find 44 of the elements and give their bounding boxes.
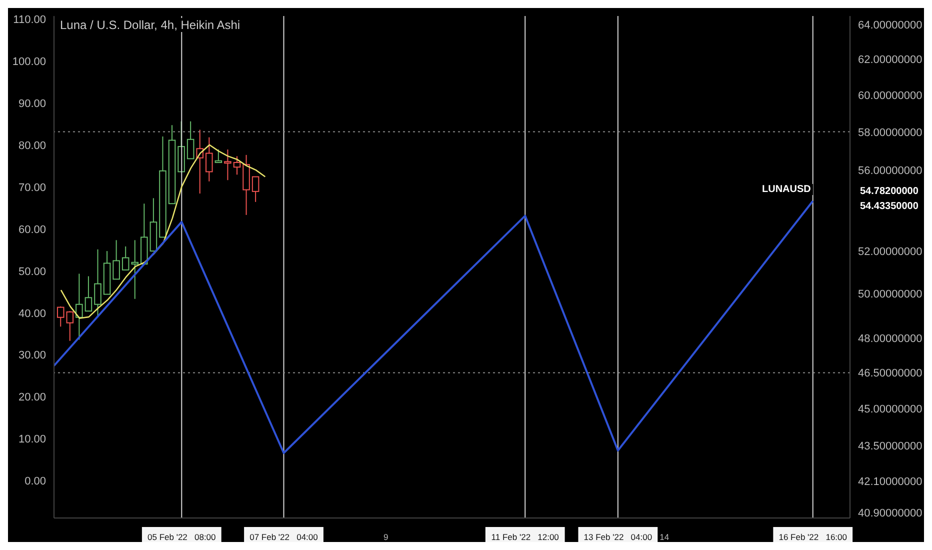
candlestick	[206, 136, 213, 182]
y-tick-label: 110.00	[13, 14, 46, 26]
candlestick	[242, 154, 250, 216]
chart-title: Luna / U.S. Dollar, 4h, Heikin Ashi	[58, 18, 242, 32]
line-series	[60, 144, 266, 319]
y-tick-label: 90.00	[18, 98, 46, 110]
text: 54.43350000	[858, 201, 920, 212]
y2-tick-label: 45.00000000	[858, 404, 922, 416]
x-tick-label: 16 Feb '22 16:00	[778, 532, 848, 542]
y2-tick-label: 43.50000000	[858, 440, 922, 452]
candlestick	[76, 273, 83, 340]
annotation: LUNAUSD	[760, 184, 813, 195]
x-tick-label: 13 Feb '22 04:00	[584, 532, 652, 542]
text: 54.78200000	[858, 186, 920, 197]
y2-tick-label: 60.00000000	[858, 90, 922, 102]
y2-tick-label: 52.00000000	[858, 246, 922, 258]
candlestick	[224, 148, 232, 181]
y-tick-label: 0.00	[24, 476, 46, 488]
y-tick-label: 10.00	[18, 434, 46, 446]
x-tick-label: 11 Feb '22 12:00	[491, 532, 560, 542]
y2-tick-label: 50.00000000	[858, 288, 922, 301]
x-tick-label: 05 Feb '22 08:00	[148, 532, 216, 542]
y-tick-label: 70.00	[18, 182, 46, 194]
y2-tick-label: 46.50000000	[858, 368, 922, 380]
y2-tick-label: 40.90000000	[858, 508, 922, 520]
y-tick-label: 20.00	[18, 392, 46, 404]
y2-tick-label: 64.00000000	[858, 19, 922, 32]
x-tick-label: 14	[660, 532, 670, 542]
y-tick-label: 40.00	[18, 308, 46, 320]
y-tick-label: 100.00	[12, 56, 46, 68]
x-tick-label: 9	[383, 532, 388, 542]
x-tick-label: 07 Feb '22 04:00	[250, 532, 318, 542]
y2-tick-label: 42.10000000	[858, 476, 922, 488]
y-tick-label: 50.00	[18, 266, 46, 278]
y-tick-label: 80.00	[18, 140, 46, 152]
candlestick	[94, 248, 102, 318]
y2-tick-label: 48.00000000	[858, 333, 922, 346]
y2-tick-label: 62.00000000	[858, 54, 922, 66]
candlestick	[131, 240, 139, 300]
y-tick-label: 60.00	[18, 224, 46, 236]
y-tick-label: 30.00	[18, 350, 46, 362]
line-series	[54, 200, 814, 454]
y2-tick-label: 56.00000000	[858, 165, 922, 178]
y2-tick-label: 58.00000000	[858, 126, 922, 139]
